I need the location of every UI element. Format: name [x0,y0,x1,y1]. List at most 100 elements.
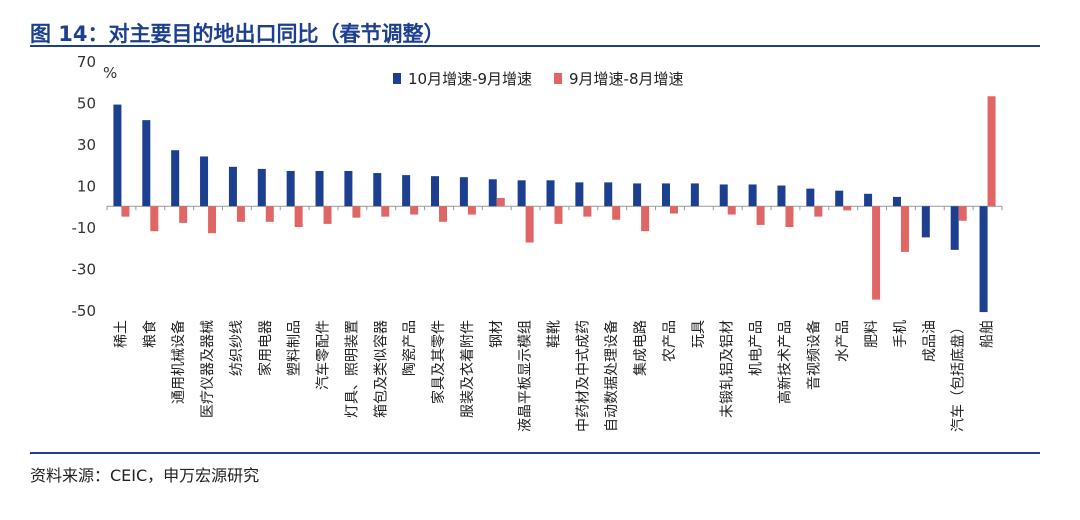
bar-9m-vs-8m [958,206,967,221]
bar-10m-vs-9m [344,170,353,207]
y-tick-label: -30 [72,261,97,279]
x-category-label: 服装及衣着附件 [460,320,476,418]
bar-9m-vs-8m [381,206,390,217]
x-category-label: 肥料 [864,320,880,348]
bar-10m-vs-9m [719,184,728,207]
bar-9m-vs-8m [294,206,303,227]
y-tick-label: 30 [77,136,96,154]
bar-9m-vs-8m [496,197,505,207]
y-unit-label: % [103,64,117,82]
legend-swatch-10m-vs-9m [393,73,401,84]
bar-10m-vs-9m [200,156,209,207]
bar-10m-vs-9m [488,179,497,207]
y-tick-label: 70 [77,53,96,71]
bar-10m-vs-9m [806,188,815,207]
x-category-label: 鞋靴 [547,320,563,348]
x-category-label: 高新技术产品 [776,320,793,404]
bar-9m-vs-8m [641,206,650,232]
x-category-label: 塑料制品 [287,320,303,376]
bar-9m-vs-8m [987,96,996,207]
x-category-label: 稀土 [113,320,129,348]
bar-10m-vs-9m [286,170,295,207]
bar-10m-vs-9m [950,206,959,250]
y-tick-label: 10 [77,178,96,196]
bar-10m-vs-9m [604,182,613,207]
bar-9m-vs-8m [265,206,274,222]
bar-9m-vs-8m [179,206,188,223]
bar-10m-vs-9m [517,180,526,207]
bar-9m-vs-8m [612,206,621,220]
x-category-label: 灯具、照明装置 [344,320,360,418]
x-category-label: 手机 [893,320,909,348]
bar-10m-vs-9m [257,168,266,207]
bar-10m-vs-9m [748,184,757,207]
x-category-label: 医疗仪器及器械 [200,320,216,418]
x-category-label: 玩具 [691,320,707,348]
x-category-label: 未锻轧铝及铝材 [720,320,736,418]
bar-10m-vs-9m [690,183,699,207]
x-category-label: 水产品 [835,320,851,362]
bar-9m-vs-8m [236,206,245,222]
bar-9m-vs-8m [208,206,217,234]
x-category-label: 通用机械设备 [170,320,187,404]
bar-9m-vs-8m [525,206,534,243]
source-note: 资料来源：CEIC，申万宏源研究 [30,466,260,485]
x-category-label: 钢材 [489,320,505,348]
x-category-label: 汽车（包括底盘） [950,320,967,432]
bar-10m-vs-9m [546,180,555,207]
bar-9m-vs-8m [121,206,130,217]
bar-10m-vs-9m [142,120,151,207]
x-category-label: 汽车零配件 [315,320,332,390]
bar-10m-vs-9m [402,175,411,207]
x-category-label: 家具及其零件 [430,320,447,404]
y-tick-label: -50 [72,302,97,320]
x-category-label: 家用电器 [257,320,274,376]
bar-9m-vs-8m [323,206,332,224]
bar-10m-vs-9m [575,182,584,207]
bar-chart: 70503010-10-30-50%稀土 粮食 通用机械设备 医疗仪器及器械 纺织纱线家… [72,53,1003,432]
x-category-label: 自动数据处理设备 [603,320,620,432]
bar-10m-vs-9m [661,183,670,207]
bar-10m-vs-9m [459,177,468,207]
x-category-label: 音视频设备 [805,320,822,390]
bar-9m-vs-8m [467,206,476,215]
bar-10m-vs-9m [777,185,786,207]
bar-9m-vs-8m [756,206,765,225]
bar-10m-vs-9m [835,190,844,207]
bar-10m-vs-9m [892,196,901,207]
footer-divider [30,452,1040,454]
x-category-label: 粮食 [141,320,158,348]
bar-10m-vs-9m [113,104,122,207]
title-divider [30,45,1040,47]
bar-10m-vs-9m [633,183,642,207]
bar-10m-vs-9m [921,206,930,238]
bar-9m-vs-8m [669,206,678,214]
x-category-label: 箱包及类似容器 [372,320,389,418]
bar-10m-vs-9m [228,166,237,207]
bar-10m-vs-9m [171,150,180,207]
bar-9m-vs-8m [554,206,563,224]
bar-9m-vs-8m [150,206,159,232]
x-category-label: 农产品 [662,320,678,362]
bar-10m-vs-9m [864,193,873,207]
x-category-label: 陶瓷产品 [402,320,418,376]
x-category-label: 船舶 [980,320,996,348]
bar-9m-vs-8m [900,206,909,252]
bar-10m-vs-9m [315,170,324,207]
bar-9m-vs-8m [872,206,881,300]
x-category-label: 中药材及中式成药 [575,320,591,432]
y-tick-label: -10 [72,219,97,237]
bar-10m-vs-9m [431,176,440,207]
chart-title: 图 14：对主要目的地出口同比（春节调整） [30,22,445,46]
legend-swatch-9m-vs-8m [554,73,562,84]
bar-9m-vs-8m [352,206,361,218]
bar-10m-vs-9m [979,206,988,313]
bar-9m-vs-8m [583,206,592,217]
x-category-label: 集成电路 [632,320,649,376]
x-category-label: 成品油 [922,320,938,362]
bar-9m-vs-8m [814,206,823,217]
x-category-label: 机电产品 [749,320,765,376]
legend-label-9m-vs-8m: 9月增速-8月增速 [569,70,684,88]
legend-label-10m-vs-9m: 10月增速-9月增速 [408,70,532,88]
bar-9m-vs-8m [439,206,448,222]
